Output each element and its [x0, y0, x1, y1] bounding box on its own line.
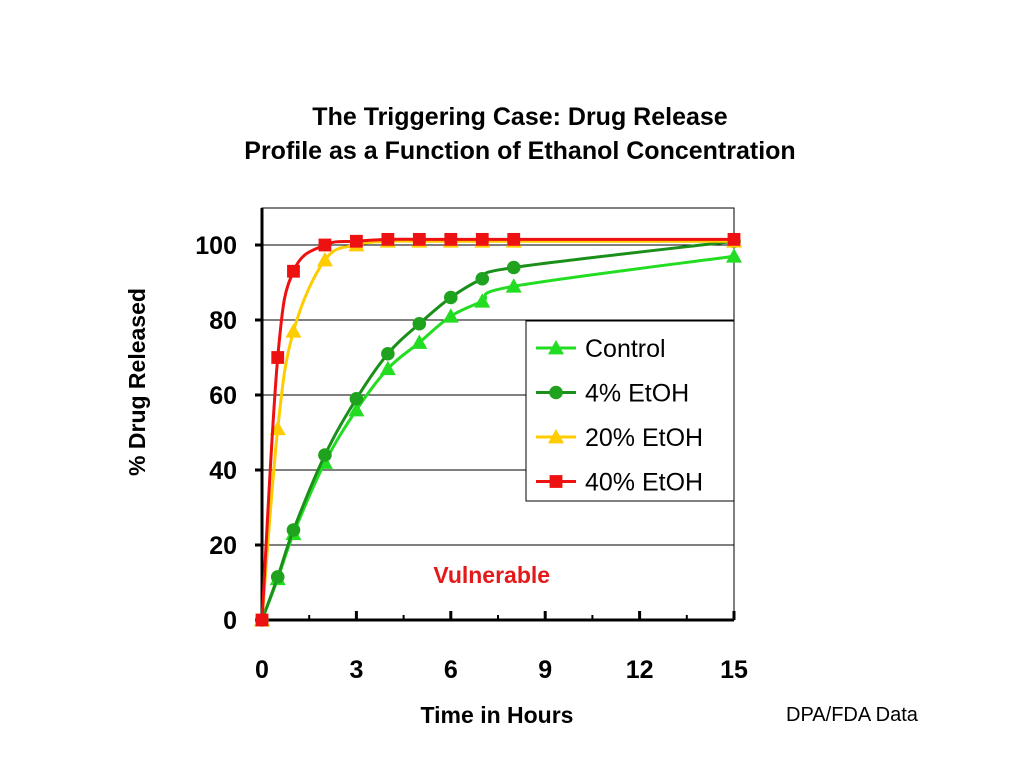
series-layer [254, 232, 742, 627]
axes: 0 20 40 60 80 100 0 3 6 9 12 15 [195, 208, 748, 684]
data-point [286, 523, 301, 537]
series-3 [255, 232, 741, 627]
data-point [412, 232, 426, 246]
x-tick-label: 9 [538, 656, 552, 684]
chart-title: The Triggering Case: Drug Release [312, 103, 728, 131]
data-point [285, 323, 302, 338]
data-point [318, 238, 332, 252]
y-tick-label: 0 [223, 607, 237, 635]
legend-label: 20% EtOH [585, 424, 703, 452]
data-point [444, 290, 458, 305]
data-point [348, 402, 365, 417]
data-point [270, 570, 285, 584]
legend-label: 4% EtOH [585, 380, 689, 408]
y-tick-label: 100 [195, 232, 237, 260]
x-axis-label: Time in Hours [421, 702, 574, 728]
x-tick-label: 6 [444, 656, 458, 684]
legend-marker [548, 429, 564, 444]
data-point [287, 264, 300, 278]
data-point [379, 360, 396, 376]
data-point [444, 232, 458, 246]
data-point [505, 278, 522, 293]
y-axis-label: % Drug Released [124, 288, 150, 476]
data-point [350, 234, 363, 248]
data-point [726, 248, 742, 263]
x-tick-label: 12 [626, 656, 654, 684]
legend-label: Control [585, 335, 666, 363]
data-point [316, 252, 333, 267]
data-point [255, 613, 269, 627]
x-tick-label: 0 [255, 656, 269, 684]
x-tick-label: 3 [349, 656, 363, 684]
data-point [381, 232, 395, 246]
y-tick-label: 80 [209, 307, 237, 335]
x-tick-label: 15 [720, 656, 748, 684]
data-point [381, 346, 395, 361]
legend: Control 4% EtOH 20% EtOH 40% EtOH [525, 320, 735, 502]
legend-marker [548, 340, 564, 355]
legend-label: 40% EtOH [585, 469, 703, 497]
data-point [507, 232, 521, 246]
data-point [474, 293, 491, 308]
data-source-credit: DPA/FDA Data [786, 704, 918, 726]
data-point [318, 448, 332, 462]
chart-subtitle: Profile as a Function of Ethanol Concent… [244, 137, 796, 165]
data-point [412, 316, 427, 331]
legend-marker [549, 385, 563, 400]
data-point [442, 308, 459, 323]
annotation-vulnerable: Vulnerable [433, 562, 550, 588]
y-tick-label: 60 [209, 382, 237, 410]
data-point [475, 232, 489, 246]
data-point [411, 334, 428, 349]
y-tick-label: 20 [209, 532, 237, 560]
data-point [349, 391, 364, 406]
chart-title-block: The Triggering Case: Drug Release Profil… [0, 100, 1024, 168]
legend-marker [549, 475, 563, 488]
y-tick-label: 40 [209, 457, 237, 485]
data-point [475, 271, 490, 286]
data-point [271, 351, 285, 364]
data-point [506, 260, 521, 275]
data-point [727, 232, 741, 246]
